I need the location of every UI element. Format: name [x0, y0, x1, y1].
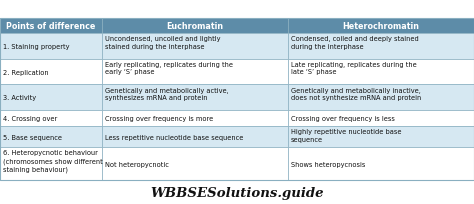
Text: 6. Heteropycnotic behaviour
(chromosomes show different
staining behaviour): 6. Heteropycnotic behaviour (chromosomes… — [3, 150, 102, 172]
Bar — [102, 111, 288, 127]
Bar — [0, 19, 102, 34]
Bar — [102, 19, 288, 34]
Bar — [102, 85, 288, 111]
Text: 4. Crossing over: 4. Crossing over — [3, 116, 57, 122]
Bar — [0, 19, 474, 181]
Text: Genetically and metabolically inactive,
does not synthesize mRNA and protein: Genetically and metabolically inactive, … — [291, 87, 421, 101]
Text: Crossing over frequency is more: Crossing over frequency is more — [105, 116, 213, 122]
Bar — [102, 127, 288, 147]
Text: Not heteropycnotic: Not heteropycnotic — [105, 161, 169, 167]
Bar — [288, 127, 474, 147]
Text: 1. Staining property: 1. Staining property — [3, 43, 69, 50]
Text: Condensed, coiled and deeply stained
during the interphase: Condensed, coiled and deeply stained dur… — [291, 36, 419, 49]
Bar — [288, 111, 474, 127]
Bar — [288, 59, 474, 85]
Text: Euchromatin: Euchromatin — [166, 22, 224, 31]
Text: Shows heteropycnosis: Shows heteropycnosis — [291, 161, 365, 167]
Text: 2. Replication: 2. Replication — [3, 69, 48, 75]
Bar — [0, 34, 102, 59]
Bar — [0, 85, 102, 111]
Text: WBBSESolutions.guide: WBBSESolutions.guide — [150, 186, 324, 199]
Bar — [102, 147, 288, 181]
Text: Highly repetitive nucleotide base
sequence: Highly repetitive nucleotide base sequen… — [291, 129, 401, 142]
Bar — [102, 59, 288, 85]
Text: Less repetitive nucleotide base sequence: Less repetitive nucleotide base sequence — [105, 134, 243, 140]
Text: Genetically and metabolically active,
synthesizes mRNA and protein: Genetically and metabolically active, sy… — [105, 87, 228, 101]
Bar — [0, 111, 102, 127]
Bar — [0, 59, 102, 85]
Text: Late replicating, replicates during the
late ‘S’ phase: Late replicating, replicates during the … — [291, 61, 417, 75]
Bar — [288, 19, 474, 34]
Bar — [0, 127, 102, 147]
Bar — [102, 34, 288, 59]
Text: Points of difference: Points of difference — [6, 22, 96, 31]
Text: 3. Activity: 3. Activity — [3, 95, 36, 101]
Bar — [288, 147, 474, 181]
Text: Crossing over frequency is less: Crossing over frequency is less — [291, 116, 395, 122]
Text: Uncondensed, uncoiled and lightly
stained during the interphase: Uncondensed, uncoiled and lightly staine… — [105, 36, 220, 49]
Bar — [288, 34, 474, 59]
Text: Heterochromatin: Heterochromatin — [343, 22, 419, 31]
Bar — [0, 147, 102, 181]
Text: 5. Base sequence: 5. Base sequence — [3, 134, 62, 140]
Text: Early replicating, replicates during the
early ‘S’ phase: Early replicating, replicates during the… — [105, 61, 233, 75]
Bar — [288, 85, 474, 111]
